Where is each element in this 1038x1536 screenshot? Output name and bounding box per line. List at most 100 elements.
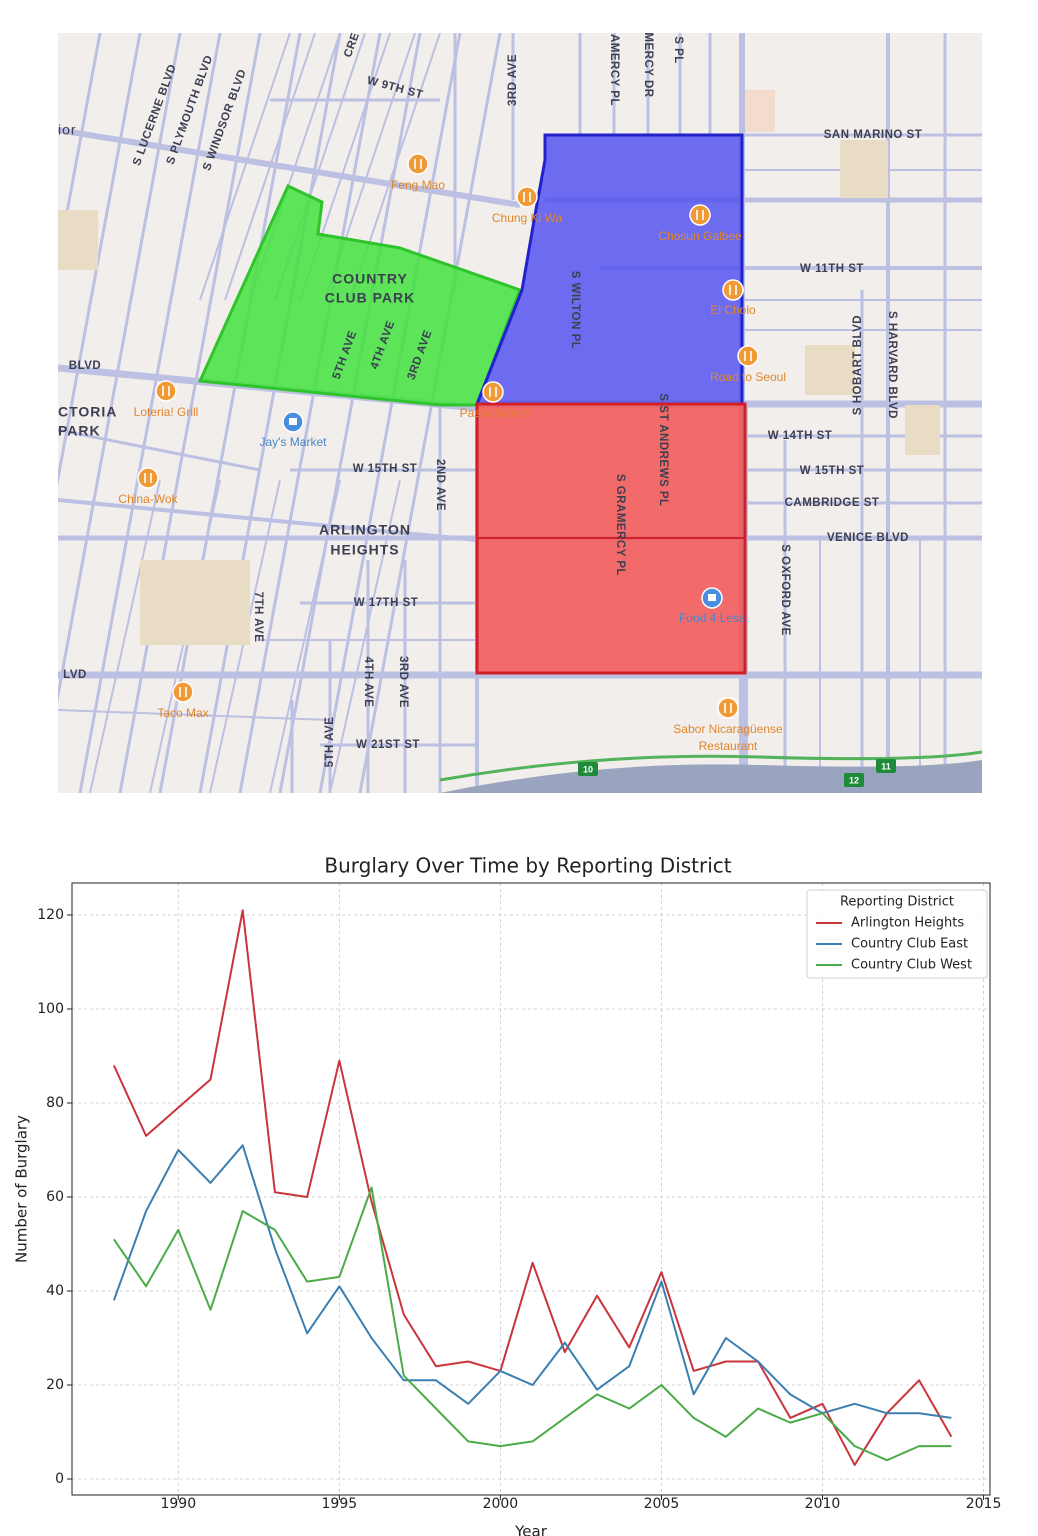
- street-label: 3RD AVE: [397, 656, 409, 708]
- street: [199, 33, 291, 301]
- street: [58, 33, 102, 270]
- street-label: W 17TH ST: [354, 597, 419, 609]
- street-label: W 21ST ST: [356, 739, 420, 751]
- legend-label: Country Club West: [851, 958, 972, 973]
- y-tick-label: 20: [46, 1377, 64, 1393]
- store-icon: [708, 594, 716, 601]
- x-tick-label: 2005: [644, 1496, 680, 1512]
- x-axis-label: Year: [514, 1523, 548, 1536]
- series-line: [112, 909, 953, 1466]
- street-label: S HOBART BLVD: [852, 315, 864, 415]
- street: [118, 33, 262, 793]
- street: [269, 479, 341, 793]
- street-label: S GRAMERCY PL: [614, 474, 626, 576]
- place-label: China-Wok: [118, 492, 178, 506]
- chart-title: Burglary Over Time by Reporting District: [324, 854, 731, 878]
- park: [905, 405, 940, 455]
- highway-number: 10: [583, 764, 593, 774]
- freeway-edge: [439, 750, 982, 782]
- street: [329, 479, 401, 793]
- place-label: Road to Seoul: [710, 370, 786, 384]
- area-label: PARK: [58, 423, 101, 439]
- x-tick-label: 2015: [966, 1496, 1002, 1512]
- highway-number: 12: [849, 775, 859, 785]
- restaurant-icon: [144, 473, 152, 483]
- area-label: CLUB PARK: [325, 290, 415, 306]
- area-label: CTORIA: [58, 404, 117, 420]
- y-tick-label: 60: [46, 1189, 64, 1205]
- legend-box: [806, 889, 988, 979]
- area-label: COUNTRY: [332, 271, 408, 287]
- street-label: MERCY DR: [642, 32, 654, 97]
- park: [745, 90, 775, 132]
- legend-label: Arlington Heights: [851, 916, 964, 931]
- store-label: Food 4 Less: [679, 611, 745, 625]
- street-label: CAMBRIDGE ST: [785, 497, 880, 509]
- y-tick-label: 40: [46, 1283, 64, 1299]
- series-line: [113, 1186, 952, 1462]
- restaurant-pin: [137, 467, 159, 489]
- street-label: 7TH AVE: [252, 592, 264, 643]
- restaurant-icon: [744, 351, 752, 361]
- street-label: W 14TH ST: [768, 430, 833, 442]
- restaurant-icon: [523, 192, 531, 202]
- street-label: AMERCY PL: [608, 34, 620, 106]
- highway-shield: [876, 759, 896, 773]
- restaurant-icon: [729, 285, 737, 295]
- x-tick-label: 2000: [483, 1496, 519, 1512]
- y-tick-label: 80: [46, 1095, 64, 1111]
- street: [58, 709, 331, 721]
- restaurant-pin: [689, 204, 711, 226]
- park: [58, 210, 98, 270]
- street: [158, 33, 302, 793]
- restaurant-pin: [516, 186, 538, 208]
- x-tick-label: 2010: [805, 1496, 841, 1512]
- restaurant-pin: [172, 681, 194, 703]
- legend-title: Reporting District: [840, 895, 954, 910]
- street-label: 3RD AVE: [507, 54, 519, 106]
- y-tick-label: 120: [37, 907, 64, 923]
- restaurant-pin: [155, 380, 177, 402]
- restaurant-pin: [722, 279, 744, 301]
- area-label: ior: [58, 122, 77, 138]
- area-label: HEIGHTS: [330, 542, 399, 558]
- restaurant-pin: [482, 381, 504, 403]
- place-label: El Cholo: [710, 303, 756, 317]
- street-network: [58, 33, 982, 793]
- street-label: 2ND AVE: [434, 459, 446, 511]
- restaurant-icon: [489, 387, 497, 397]
- street: [89, 479, 161, 793]
- plot-frame: [71, 882, 991, 1496]
- street: [58, 33, 182, 704]
- street: [78, 33, 222, 793]
- parks: [58, 90, 940, 645]
- restaurant-icon: [696, 210, 704, 220]
- street-label: S HARVARD BLVD: [886, 311, 898, 419]
- area-label: ARLINGTON: [319, 522, 411, 538]
- place-label: Taco Max: [157, 706, 208, 720]
- street: [358, 33, 502, 793]
- restaurant-pin: [407, 153, 429, 175]
- park: [840, 140, 888, 198]
- street-label: S OXFORD AVE: [779, 544, 791, 636]
- legend-label: Country Club East: [851, 937, 968, 952]
- street-label: 5TH AVE: [324, 717, 336, 768]
- highway-shield: [844, 773, 864, 787]
- street: [198, 33, 342, 793]
- street: [224, 33, 316, 301]
- park: [140, 560, 250, 645]
- chart: Burglary Over Time by Reporting District…: [13, 854, 1002, 1536]
- x-tick-label: 1990: [160, 1496, 196, 1512]
- restaurant-icon: [162, 386, 170, 396]
- street: [58, 428, 261, 472]
- street-label: SAN MARINO ST: [824, 129, 923, 141]
- restaurant-icon: [414, 159, 422, 169]
- place-label: Chung Ki Wa: [492, 211, 563, 225]
- street: [318, 33, 462, 793]
- highway-shield: [578, 762, 598, 776]
- series-line: [112, 1144, 952, 1419]
- place-label: Chosun Galbee: [658, 229, 742, 243]
- street-label: 4TH AVE: [362, 657, 374, 708]
